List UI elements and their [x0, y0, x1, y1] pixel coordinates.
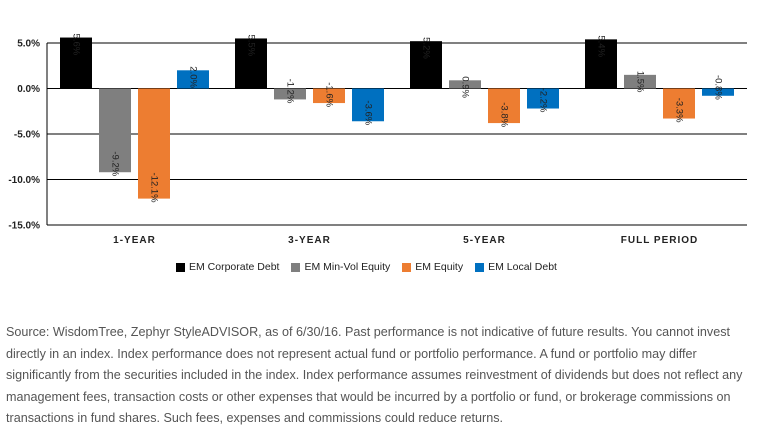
- data-label: 5.5%: [245, 34, 256, 56]
- bar: [488, 88, 520, 124]
- x-tick-label: 1-YEAR: [113, 235, 156, 246]
- legend-item-em-equity: EM Equity: [402, 261, 463, 273]
- legend-label: EM Equity: [415, 261, 464, 273]
- bar: [60, 37, 92, 89]
- data-label: -3.3%: [673, 98, 684, 123]
- bar: [624, 74, 656, 89]
- legend-swatch: [291, 262, 301, 272]
- data-label: -3.8%: [498, 102, 509, 127]
- legend-swatch: [475, 262, 485, 272]
- bar: [449, 80, 481, 89]
- y-tick-label: 0.0%: [17, 84, 40, 95]
- source-note: Source: WisdomTree, Zephyr StyleADVISOR,…: [6, 325, 743, 426]
- data-label: 5.2%: [420, 37, 431, 59]
- legend-swatch: [402, 262, 412, 272]
- data-label: -1.6%: [323, 82, 334, 107]
- data-label: -9.2%: [109, 151, 120, 176]
- bar-chart: 5.0% 0.0% -5.0% -10.0% -15.0% 1-YEAR 5.6% -9.2%…: [8, 34, 747, 246]
- bar: [138, 88, 170, 199]
- chart-legend: EM Corporate Debt EM Min-Vol Equity EM E…: [176, 261, 557, 273]
- legend-swatch: [176, 262, 185, 272]
- legend-label: EM Min-Vol Equity: [304, 261, 391, 273]
- legend-label: EM Corporate Debt: [189, 261, 280, 273]
- legend-label: EM Local Debt: [488, 261, 557, 273]
- data-label: -1.2%: [284, 79, 295, 104]
- data-label: -3.6%: [362, 100, 373, 125]
- bar: [274, 88, 306, 100]
- y-tick-label: -5.0%: [14, 130, 40, 141]
- bar: [663, 88, 695, 119]
- legend-item-em-corporate-debt: EM Corporate Debt: [176, 261, 279, 273]
- bar: [313, 88, 345, 104]
- x-tick-label: FULL PERIOD: [621, 235, 698, 246]
- x-tick-label: 5-YEAR: [463, 235, 506, 246]
- x-tick-label: 3-YEAR: [288, 235, 331, 246]
- bar: [585, 39, 617, 89]
- legend-item-em-min-vol-equity: EM Min-Vol Equity: [291, 261, 390, 273]
- y-tick-label: -10.0%: [8, 175, 40, 186]
- data-label: 5.6%: [70, 34, 81, 56]
- bar: [235, 38, 267, 89]
- data-label: 2.0%: [187, 66, 198, 88]
- data-label: -0.8%: [712, 75, 723, 100]
- data-label: -2.2%: [537, 88, 548, 113]
- bar: [177, 70, 209, 89]
- y-tick-label: -15.0%: [8, 221, 40, 232]
- y-tick-label: 5.0%: [17, 39, 40, 50]
- data-label: 0.9%: [459, 76, 470, 98]
- data-label: 1.5%: [634, 71, 645, 93]
- bar: [410, 41, 442, 89]
- data-label: 5.4%: [595, 35, 606, 57]
- bar: [99, 88, 131, 173]
- data-label: -12.1%: [148, 173, 159, 204]
- legend-item-em-local-debt: EM Local Debt: [475, 261, 557, 273]
- bar: [702, 88, 734, 96]
- bar: [352, 88, 384, 122]
- bar: [527, 88, 559, 109]
